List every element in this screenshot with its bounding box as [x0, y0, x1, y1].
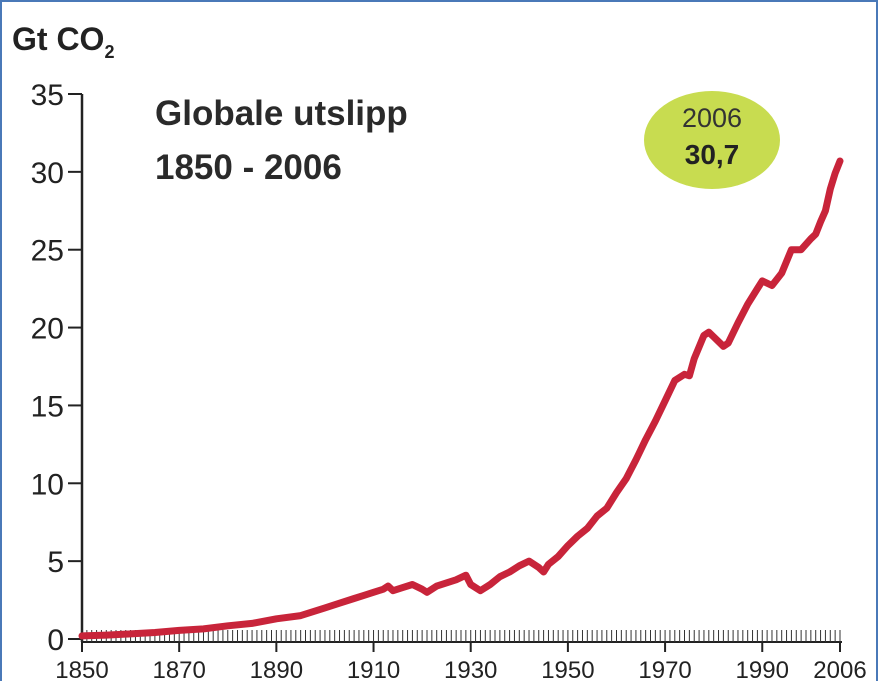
- y-tick-label: 5: [47, 546, 64, 579]
- callout-year: 2006: [682, 103, 742, 133]
- y-tick-label: 35: [31, 79, 64, 112]
- y-tick-label: 20: [31, 313, 64, 346]
- x-tick-label: 2006: [813, 657, 866, 684]
- y-tick-label: 15: [31, 390, 64, 423]
- x-tick-label: 1850: [55, 657, 108, 684]
- emissions-series-line: [78, 157, 844, 640]
- y-unit-label: Gt CO2: [12, 21, 114, 62]
- callout-value: 30,7: [685, 139, 740, 170]
- x-tick-label: 1970: [638, 657, 691, 684]
- y-tick-label: 25: [31, 235, 64, 268]
- x-tick-label: 1910: [347, 657, 400, 684]
- x-tick-label: 1870: [152, 657, 205, 684]
- y-tick-label: 0: [47, 624, 64, 657]
- callout-bubble: [644, 91, 780, 189]
- chart-title-line1: Globale utslipp: [155, 94, 408, 133]
- y-tick-label: 30: [31, 157, 64, 190]
- x-tick-label: 1950: [541, 657, 594, 684]
- x-tick-label: 1930: [444, 657, 497, 684]
- y-tick-label: 10: [31, 468, 64, 501]
- x-tick-label: 1990: [736, 657, 789, 684]
- chart-title-line2: 1850 - 2006: [155, 148, 342, 187]
- x-tick-label: 1890: [250, 657, 303, 684]
